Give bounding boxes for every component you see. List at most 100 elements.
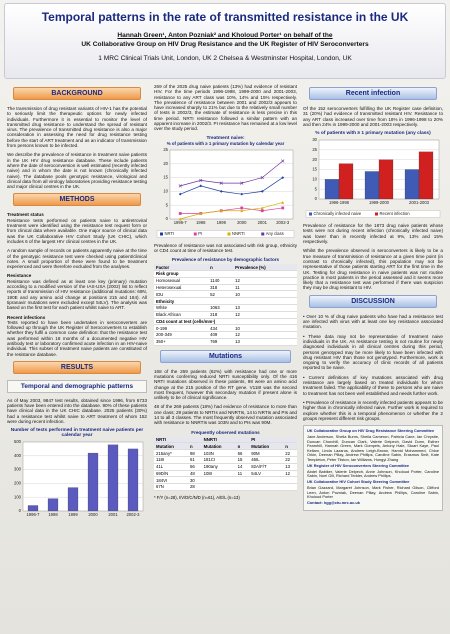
table-row: Black African 218 12 [154,311,297,319]
table-cell: 1063 [208,304,234,312]
paragraph: Resistance was defined as at least one k… [7,278,147,311]
poster-title: Temporal patterns in the rate of transmi… [41,10,409,24]
y-tick-label: 10 [163,188,168,193]
x-tick-label: 1999-2000 [369,200,390,205]
table-cell: 108I [201,470,236,478]
bar [324,179,340,200]
subsection-heading: Temporal and demographic patterns [7,379,147,393]
x-tick-label: 1998 [48,512,58,517]
legend-swatch [309,212,312,216]
table-header: Prevalence (%) [233,264,297,272]
table-cell: 82A/F/T [249,463,284,471]
bar [127,449,139,512]
legend-swatch [160,232,163,236]
paragraph: The transmission of drug resistant varia… [7,106,147,149]
column: 269 of the 2025 drug naive patients (13%… [154,84,297,630]
table-cell: 13 [283,463,297,471]
table-cell: 215any* [154,449,189,457]
table-cell: 22 [283,456,297,464]
table-cell [249,483,284,491]
legend-label: NNRTI [232,231,245,236]
table-row: Ethnicity [154,297,297,305]
table-cell: 409 [208,331,234,339]
chart: 0 5 10 15 20 25 30 1996-1998 1999-2000 2001-2003 C… [305,137,441,218]
point [178,217,182,221]
chart: 0 5 10 15 20 25 1996-7 1998 1999 2000 2001 2002-3 NR… [156,147,295,238]
table-cell [235,476,250,485]
paragraph: Whilst the prevalence observed in seroco… [303,248,443,291]
table-cell: 67N [154,483,189,491]
groups: UK Collaborative Group on HIV Drug Resis… [81,41,369,48]
table-row: 69D/N 48 108I 11 54LV 12 [154,470,297,478]
section-heading: METHODS [13,193,141,207]
legend-swatch [261,232,265,236]
bar [67,487,79,512]
table-row: 118I 61 181CI 15 46IL 22 [154,456,297,464]
table-cell: 434 [208,324,234,333]
x-tick-label: 2000 [237,220,247,225]
paragraph: We describe the prevalence of resistance… [7,152,147,190]
table-cell: Heterosexual [154,284,209,292]
table-cell: White [154,304,209,312]
section-heading: Recent infection [309,87,437,100]
paragraph: Prevalence of resistance for the 1873 dr… [303,223,443,245]
table-cell: 12 [233,277,297,285]
table-cell: 30 [188,476,202,485]
y-tick-label: 0 [19,508,22,513]
table-header: n [235,442,250,451]
table-cell: 1140 [208,277,234,285]
table-row: 200-349 409 12 [154,331,297,339]
ack-members: Abdel Babiker, Valerie Delpech, Anne Joh… [307,468,439,479]
table-cell [283,476,297,485]
legend-label: Any class [266,231,284,236]
table-row: 41L 56 190any 14 82A/F/T 13 [154,463,297,471]
table-cell: 22 [283,449,297,457]
table-row: Homosexual 1140 12 [154,277,297,285]
table-cell: 184VI [154,476,189,485]
legend-label: Chronically infected naive [314,211,362,216]
table-cell: 12 [233,331,297,339]
table-row: Risk group [154,270,297,278]
table-group-row: NRTI NNRTI PI [154,436,297,444]
column: Recent infection Of the 152 seroconverter… [303,84,443,630]
x-tick-label: 1999 [68,512,78,517]
y-tick-label: 30 [312,137,317,142]
table-row: 350+ 769 13 [154,338,297,346]
paragraph: Of the 152 seroconverters fulfilling the… [303,106,443,127]
contact: Contact: hgg@ctu.mrc.ac.uk [307,500,360,506]
paragraph: A random sample of records on patients a… [7,248,147,270]
paragraph: 168 of the 269 patients (62%) with resis… [154,368,297,401]
table-cell: 13 [233,304,297,312]
footnote: * F/Y (n=28), I/V/D/C/N/D (n=61), A/E/L … [154,494,240,500]
y-tick-label: 15 [163,174,168,179]
legend-box [156,230,295,238]
table-cell: 28 [188,483,202,491]
plot-area [169,149,294,219]
table-cell: 14 [235,463,250,471]
table-cell [201,476,236,485]
table-cell: 12 [233,311,297,319]
paragraph: As of May 2003, 9847 test results, obtai… [7,397,147,425]
chart: 0 100 200 300 400 500 1996-7 1998 1999 2000 2001 20… [14,439,144,517]
x-tick-label: 1996-1998 [329,200,350,205]
table-cell: 350+ [154,338,209,346]
table-header: n [208,264,234,272]
table-row: White 1063 13 [154,304,297,312]
x-tick-label: 2002-3 [276,220,290,225]
bar [404,169,420,200]
series-line [180,176,283,195]
paragraph: Prevalence of resistance was not associa… [154,242,297,253]
point [281,159,285,163]
y-tick-label: 15 [312,167,317,172]
x-tick-label: 2000 [88,512,98,517]
table-cell [235,483,250,491]
legend-swatch [193,232,197,236]
table-cell: 200-349 [154,331,209,339]
table-cell: 10 [233,324,297,333]
point [260,206,264,210]
table-title: Prevalence of resistance by demographic … [171,257,280,263]
paragraph: Resistance tests performed on patients n… [7,217,147,244]
x-tick-label: 1999 [217,220,227,225]
point [219,181,223,185]
